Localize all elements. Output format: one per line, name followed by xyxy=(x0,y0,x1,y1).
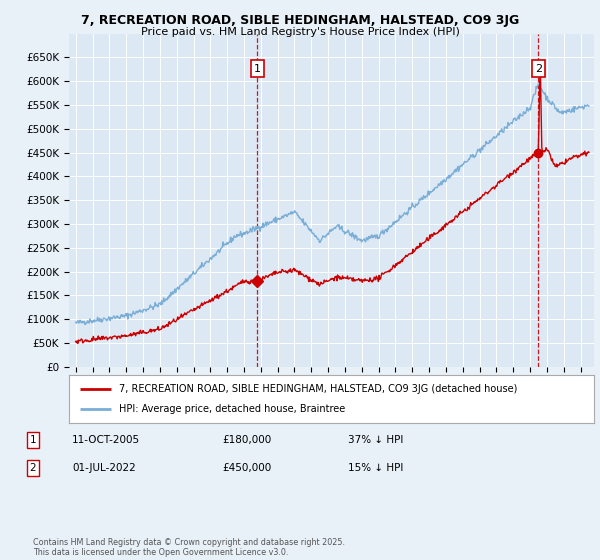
Text: 1: 1 xyxy=(29,435,37,445)
Text: 15% ↓ HPI: 15% ↓ HPI xyxy=(348,463,403,473)
Text: 37% ↓ HPI: 37% ↓ HPI xyxy=(348,435,403,445)
Text: 11-OCT-2005: 11-OCT-2005 xyxy=(72,435,140,445)
Text: 7, RECREATION ROAD, SIBLE HEDINGHAM, HALSTEAD, CO9 3JG (detached house): 7, RECREATION ROAD, SIBLE HEDINGHAM, HAL… xyxy=(119,385,517,394)
Text: HPI: Average price, detached house, Braintree: HPI: Average price, detached house, Brai… xyxy=(119,404,345,414)
Text: 7, RECREATION ROAD, SIBLE HEDINGHAM, HALSTEAD, CO9 3JG: 7, RECREATION ROAD, SIBLE HEDINGHAM, HAL… xyxy=(81,14,519,27)
Text: 1: 1 xyxy=(254,64,260,73)
Text: 01-JUL-2022: 01-JUL-2022 xyxy=(72,463,136,473)
Text: Price paid vs. HM Land Registry's House Price Index (HPI): Price paid vs. HM Land Registry's House … xyxy=(140,27,460,37)
Text: 2: 2 xyxy=(29,463,37,473)
Text: £180,000: £180,000 xyxy=(222,435,271,445)
Text: £450,000: £450,000 xyxy=(222,463,271,473)
Text: Contains HM Land Registry data © Crown copyright and database right 2025.
This d: Contains HM Land Registry data © Crown c… xyxy=(33,538,345,557)
Text: 2: 2 xyxy=(535,64,542,73)
